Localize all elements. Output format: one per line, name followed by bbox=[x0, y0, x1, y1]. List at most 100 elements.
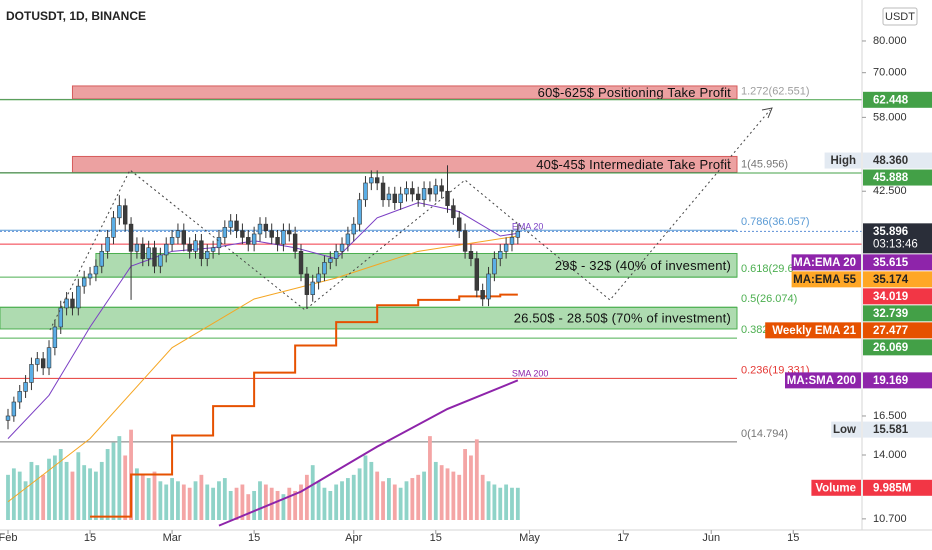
candle-body bbox=[427, 188, 433, 195]
candle-body bbox=[333, 251, 339, 259]
candle-body bbox=[81, 277, 87, 287]
candle-body bbox=[228, 220, 233, 228]
candle-body bbox=[492, 258, 497, 275]
volume-bar bbox=[135, 468, 139, 520]
candle-body bbox=[410, 188, 415, 195]
candle-body bbox=[380, 182, 386, 201]
candle-body bbox=[404, 188, 409, 195]
volume-bar bbox=[47, 458, 51, 520]
candle-body bbox=[474, 258, 480, 291]
volume-bar bbox=[258, 481, 262, 520]
tag-value: 35.896 bbox=[873, 226, 908, 238]
volume-bar bbox=[23, 481, 28, 520]
tag-value-box bbox=[863, 288, 932, 305]
volume-bar bbox=[392, 484, 397, 520]
volume-bar bbox=[140, 474, 145, 520]
candle-body bbox=[486, 273, 491, 300]
y-tick-label: 10.700 bbox=[873, 513, 907, 525]
candle-body bbox=[52, 326, 58, 348]
candle-body bbox=[169, 237, 175, 245]
tag-name: Volume bbox=[815, 482, 856, 494]
tag-value-box bbox=[863, 305, 932, 322]
volume-bar bbox=[433, 461, 438, 520]
volume-bar bbox=[328, 490, 333, 520]
volume-bar bbox=[146, 478, 151, 520]
volume-bar bbox=[310, 465, 315, 520]
volume-bar bbox=[176, 481, 180, 520]
candle-body bbox=[339, 243, 345, 252]
candle-body bbox=[298, 251, 304, 275]
tag-name: Weekly EMA 21 bbox=[772, 325, 856, 337]
tag-name-box bbox=[765, 322, 861, 339]
volume-bar bbox=[486, 481, 491, 520]
x-tick-label: Jun bbox=[702, 532, 720, 544]
candle-body bbox=[146, 247, 151, 259]
fib-label: 1.272(62.551) bbox=[741, 85, 810, 97]
projection-path bbox=[49, 109, 771, 331]
candle-body bbox=[40, 358, 46, 369]
x-tick-label: 15 bbox=[787, 532, 799, 544]
candle-body bbox=[216, 237, 222, 249]
candle-body bbox=[445, 190, 450, 206]
volume-bar bbox=[363, 455, 368, 520]
axis-labels: 80.000 70.000 58.000 42.500 16.500 14.000 10.7… bbox=[0, 35, 907, 544]
volume-bar bbox=[234, 487, 239, 520]
tag-value-box bbox=[863, 271, 932, 288]
x-tick-label: Mar bbox=[163, 532, 182, 544]
volume-bar bbox=[287, 487, 292, 520]
volume-bar bbox=[474, 439, 479, 520]
candle-body bbox=[398, 193, 403, 203]
tag-value-box bbox=[863, 223, 932, 254]
candle-body bbox=[462, 230, 468, 252]
candle-body bbox=[357, 199, 362, 225]
volume-bar bbox=[17, 471, 22, 520]
volume-bar bbox=[510, 487, 514, 520]
volume-bar bbox=[369, 461, 374, 520]
indicator-line bbox=[90, 293, 518, 518]
volume-bar bbox=[345, 478, 350, 520]
candle-body bbox=[210, 247, 216, 252]
candle-body bbox=[468, 251, 474, 259]
zone bbox=[71, 85, 738, 100]
y-tick-label: 80.000 bbox=[873, 35, 907, 47]
candle-body bbox=[322, 262, 327, 275]
tag-value-box bbox=[863, 372, 932, 389]
candle-body bbox=[503, 243, 509, 252]
candle-body bbox=[128, 223, 134, 252]
tag-name-box bbox=[811, 479, 861, 496]
y-tick-label: 16.500 bbox=[873, 410, 907, 422]
candle-body bbox=[35, 358, 40, 365]
candle-body bbox=[87, 273, 93, 279]
candle-body bbox=[269, 230, 274, 238]
candle-body bbox=[416, 193, 421, 201]
candle-body bbox=[451, 205, 456, 219]
volume-bar bbox=[222, 478, 227, 520]
y-tick-label: 14.000 bbox=[873, 449, 907, 461]
volume-bar bbox=[170, 478, 174, 520]
fib-label: 1(45.956) bbox=[741, 159, 788, 171]
tag-value-box bbox=[863, 322, 932, 339]
tag-value: 35.615 bbox=[873, 257, 909, 269]
tag-name-box bbox=[791, 254, 861, 271]
zone-label: 60$-625$ Positioning Take Profit bbox=[538, 85, 732, 100]
candle-body bbox=[509, 237, 515, 245]
volume-bar bbox=[439, 465, 444, 520]
indicator-label: SMA 200 bbox=[512, 369, 549, 379]
candle-body bbox=[152, 247, 157, 267]
volume-bar bbox=[381, 481, 385, 520]
candle-body bbox=[363, 182, 368, 201]
volume-bar bbox=[463, 449, 467, 520]
volume-bar bbox=[263, 484, 268, 520]
volume-bar bbox=[70, 471, 75, 520]
volume-bar bbox=[76, 452, 81, 520]
candle-body bbox=[122, 205, 128, 225]
tag-value: 45.888 bbox=[873, 172, 909, 184]
x-tick-label: May bbox=[519, 532, 540, 544]
candle-body bbox=[199, 240, 204, 259]
volume-bar bbox=[111, 442, 116, 520]
tag-value: 35.174 bbox=[873, 274, 909, 286]
candle-body bbox=[257, 223, 263, 235]
volume-bar bbox=[29, 461, 34, 520]
tag-value: 26.069 bbox=[873, 342, 908, 354]
candle-body bbox=[111, 217, 116, 238]
